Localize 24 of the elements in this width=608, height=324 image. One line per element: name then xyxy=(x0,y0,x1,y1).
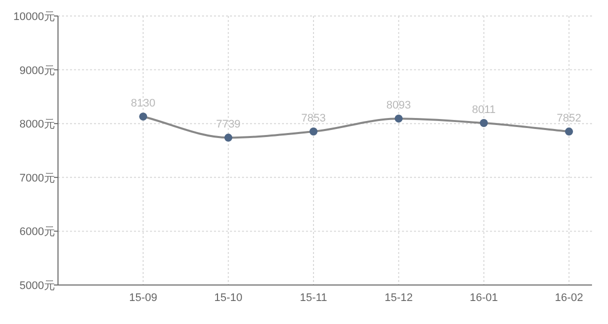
y-tick-label: 9000元 xyxy=(20,64,55,77)
x-tick-label: 15-11 xyxy=(300,292,328,304)
x-tick-label: 15-10 xyxy=(214,292,242,304)
x-tick-label: 16-01 xyxy=(470,292,498,304)
data-label: 7852 xyxy=(556,112,582,125)
y-tick-label: 6000元 xyxy=(20,226,55,238)
point xyxy=(480,119,488,128)
x-tick-label: 15-09 xyxy=(129,292,158,304)
data-label: 7853 xyxy=(301,112,326,125)
point xyxy=(139,112,148,121)
data-label: 8093 xyxy=(386,100,411,112)
y-tick-label: 8000元 xyxy=(20,118,55,131)
y-tick-label: 7000元 xyxy=(20,172,55,184)
y-tick-label: 5000元 xyxy=(20,280,55,292)
data-label: 7739 xyxy=(216,118,241,131)
data-label: 8130 xyxy=(130,98,156,110)
x-tick-label: 15-12 xyxy=(384,292,413,304)
point xyxy=(565,128,574,136)
point xyxy=(310,128,318,136)
point xyxy=(394,114,403,123)
x-tick-label: 16-02 xyxy=(554,292,584,304)
data-label: 8011 xyxy=(472,104,496,116)
y-tick-label: 10000元 xyxy=(13,11,55,23)
point xyxy=(224,134,232,142)
